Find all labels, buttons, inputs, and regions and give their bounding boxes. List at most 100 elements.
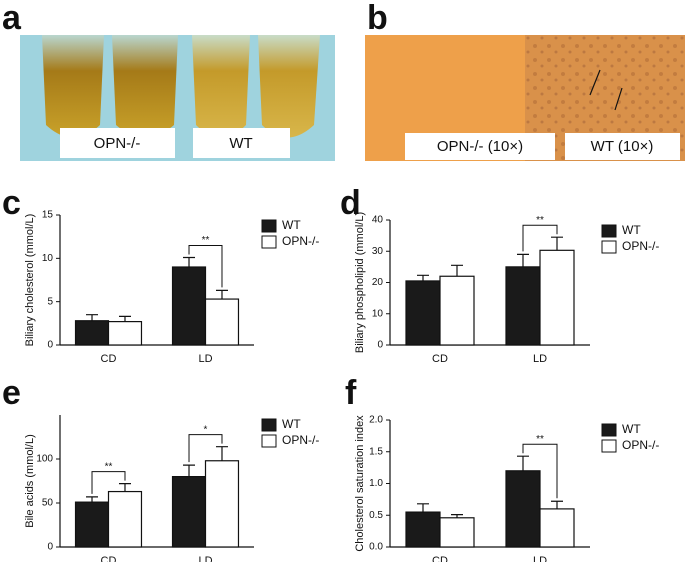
y-tick-label: 0.5 (369, 510, 383, 521)
x-tick-label: LD (198, 555, 212, 562)
significance-label: ** (536, 215, 544, 226)
bar (539, 249, 575, 346)
error-bar (417, 274, 429, 281)
bar (505, 470, 541, 548)
x-tick-label: CD (432, 555, 448, 562)
x-tick-label: CD (101, 555, 117, 562)
y-tick-label: 1.5 (369, 446, 383, 457)
error-bar (118, 315, 131, 322)
panel-letter: c (2, 184, 21, 222)
error-bar (517, 253, 529, 267)
panel-letter: e (2, 374, 21, 412)
y-tick-label: 40 (372, 215, 384, 226)
photo-label: OPN-/- (10×) (437, 138, 523, 155)
error-bar (118, 483, 131, 492)
error-bar (183, 464, 196, 477)
bar (505, 266, 541, 346)
x-tick-label: CD (432, 353, 448, 365)
error-bar (517, 455, 529, 471)
legend-swatch (261, 418, 277, 432)
bar (405, 511, 441, 548)
bar (204, 298, 240, 346)
y-tick-label: 20 (372, 277, 384, 288)
error-bar (215, 446, 228, 461)
legend-swatch (261, 434, 277, 448)
x-tick-label: LD (533, 555, 547, 562)
y-tick-label: 10 (372, 308, 384, 319)
y-tick-label: 50 (42, 498, 54, 509)
y-axis-label: Biliary phospholipid (mmol/L) (354, 212, 366, 353)
legend-label: OPN-/- (622, 438, 659, 452)
error-bar (551, 236, 563, 251)
bar (439, 517, 475, 548)
x-tick-label: CD (101, 353, 117, 365)
y-tick-label: 15 (42, 210, 54, 221)
legend-label: OPN-/- (282, 234, 319, 248)
y-tick-label: 5 (47, 296, 53, 307)
bar (539, 508, 575, 548)
bar (107, 490, 143, 548)
error-bar (451, 264, 463, 277)
significance-bracket (91, 471, 126, 494)
significance-label: * (204, 424, 208, 435)
bar (439, 275, 475, 346)
y-axis-label: Cholesterol saturation index (354, 415, 366, 552)
error-bar (451, 514, 463, 518)
photo-label: WT (10×) (591, 138, 654, 155)
legend-swatch (601, 240, 617, 254)
legend-label: WT (622, 223, 641, 237)
significance-bracket (188, 434, 223, 463)
legend-label: WT (282, 218, 301, 232)
y-tick-label: 0 (377, 340, 383, 351)
legend-label: OPN-/- (282, 433, 319, 447)
y-axis-label: Biliary cholesterol (mmol/L) (24, 214, 36, 347)
panel-letter: f (345, 374, 357, 412)
legend-swatch (601, 423, 617, 437)
y-tick-label: 0 (47, 340, 53, 351)
bar (204, 460, 240, 548)
bar (171, 266, 207, 346)
y-tick-label: 100 (36, 454, 53, 465)
error-bar (183, 256, 196, 267)
bar (74, 501, 110, 548)
legend-swatch (601, 224, 617, 238)
significance-label: ** (536, 434, 544, 445)
bar (171, 476, 207, 548)
x-tick-label: LD (533, 353, 547, 365)
photo-label: WT (229, 135, 252, 152)
legend-swatch (261, 235, 277, 249)
y-tick-label: 1.0 (369, 478, 383, 489)
error-bar (551, 500, 563, 509)
y-tick-label: 0 (47, 542, 53, 553)
legend-swatch (261, 219, 277, 233)
error-bar (86, 496, 99, 503)
y-axis-label: Bile acids (mmol/L) (24, 434, 36, 528)
photo-a (20, 35, 335, 161)
significance-bracket (522, 224, 558, 252)
photo-b (365, 35, 685, 161)
x-tick-label: LD (198, 353, 212, 365)
significance-label: ** (105, 461, 113, 472)
error-bar (417, 503, 429, 513)
legend-label: OPN-/- (622, 239, 659, 253)
photo-label: OPN-/- (94, 135, 141, 152)
significance-label: ** (202, 235, 210, 246)
y-tick-label: 2.0 (369, 415, 383, 426)
y-tick-label: 10 (42, 253, 54, 264)
significance-bracket (188, 244, 223, 288)
legend-label: WT (622, 422, 641, 436)
legend-label: WT (282, 417, 301, 431)
error-bar (86, 314, 99, 321)
bar (405, 280, 441, 346)
panel-letter: a (2, 0, 22, 37)
panel-letter: d (340, 184, 361, 222)
y-tick-label: 30 (372, 246, 384, 257)
bar (107, 321, 143, 346)
significance-bracket (522, 443, 558, 499)
error-bar (215, 289, 228, 300)
bar (74, 320, 110, 346)
y-tick-label: 0.0 (369, 542, 383, 553)
panel-letter: b (367, 0, 388, 37)
legend-swatch (601, 439, 617, 453)
